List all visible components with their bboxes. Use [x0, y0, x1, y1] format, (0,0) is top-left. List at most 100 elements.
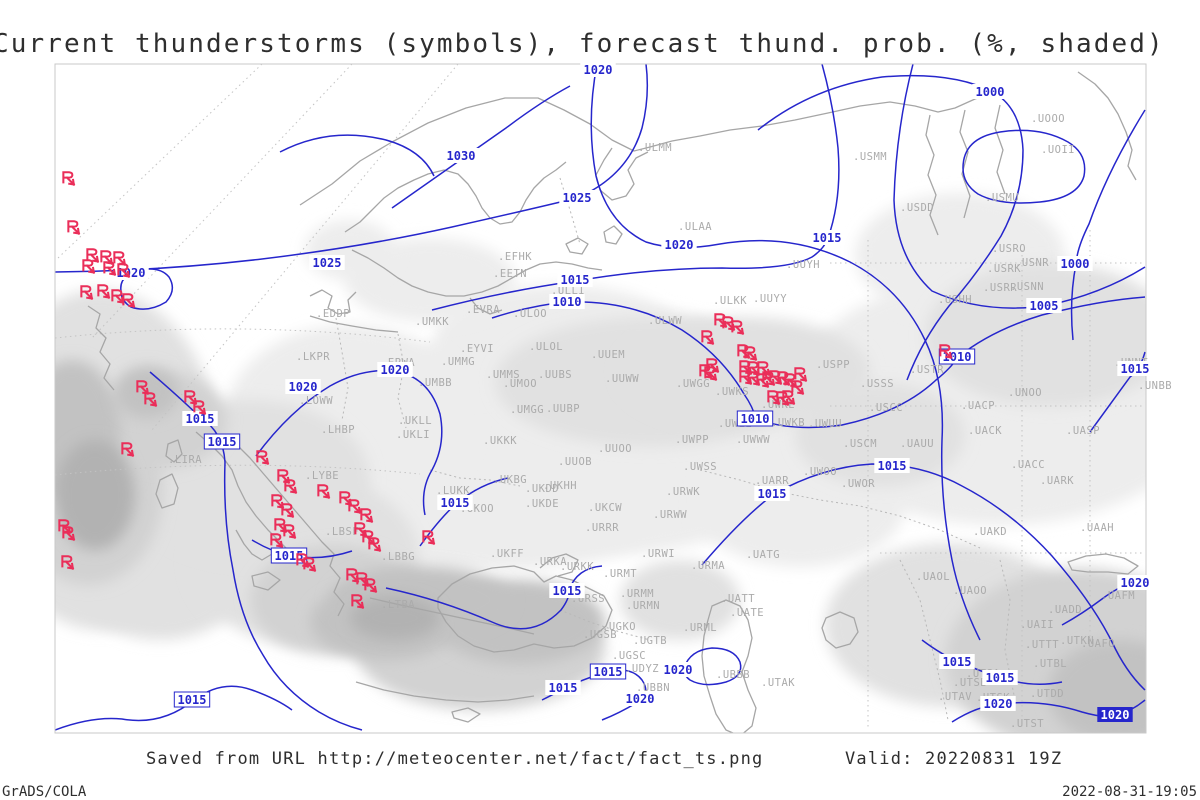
station-label: .EETN: [493, 268, 527, 280]
station-label: .UACC: [1011, 459, 1045, 471]
station-label: .ULOO: [513, 308, 547, 320]
station-label: .UWKB: [771, 417, 805, 429]
station-label: .USNR: [1015, 257, 1049, 269]
station-label: .USRO: [992, 243, 1026, 255]
station-label: .USMM: [853, 151, 887, 163]
country-borders: [335, 177, 1016, 721]
coastline: [959, 109, 971, 219]
station-label: .LBSF: [325, 526, 359, 538]
station-label: .UASP: [1066, 425, 1100, 437]
isobar-1015: [55, 685, 293, 731]
station-label: .UMMG: [441, 356, 475, 368]
isobar-label-box: [809, 230, 845, 245]
isobar-label: 1010: [741, 412, 770, 426]
station-label: .LBBG: [381, 551, 415, 563]
isobar-1020: [255, 369, 443, 516]
coastline: [649, 91, 996, 148]
station-label: .USHH: [938, 294, 972, 306]
thunderstorm-icon: [62, 171, 75, 186]
isobar-label: 1020: [1121, 576, 1150, 590]
isobar-1025: [55, 64, 649, 273]
station-label: .UAII: [1020, 619, 1054, 631]
isobar-label-box: [1026, 298, 1062, 313]
station-label: .USCM: [843, 438, 877, 450]
station-label: .UKCW: [588, 502, 622, 514]
station-label: .UKDE: [525, 498, 559, 510]
station-label: .UUWW: [605, 373, 639, 385]
graticule: [55, 64, 1145, 730]
coastline: [539, 553, 579, 577]
station-label: .UDYZ: [625, 663, 659, 675]
station-label: .USCC: [869, 402, 903, 414]
station-label: .ULKK: [713, 295, 747, 307]
isobar-label: 1015: [1121, 362, 1150, 376]
isobar-label: 1015: [441, 496, 470, 510]
isobar-label-box: [559, 190, 595, 205]
isobar-1000: [757, 74, 1024, 381]
isobar-1020: [590, 64, 981, 641]
isobar-1015: [921, 639, 1063, 685]
station-label: .UKLL: [398, 415, 432, 427]
isobar-label-box: [622, 691, 658, 706]
isobar-label: 1015: [275, 549, 304, 563]
coastline: [701, 599, 757, 733]
station-label: .UUEM: [591, 349, 625, 361]
caption-grads-cola: GrADS/COLA: [2, 784, 87, 800]
station-label: .UWPP: [675, 434, 709, 446]
coastline: [309, 289, 357, 315]
isobar-label-box: [938, 348, 976, 365]
isobar-label: 1015: [561, 273, 590, 287]
station-label: .UAUU: [900, 438, 934, 450]
coastline: [603, 225, 623, 245]
station-label: .UGSB: [583, 629, 617, 641]
station-label: .UAAH: [1080, 522, 1114, 534]
station-label: .USSS: [860, 378, 894, 390]
isobar-label-box: [377, 362, 413, 377]
station-label: .UARK: [1040, 475, 1074, 487]
coastline: [565, 237, 589, 255]
station-label: .UTDD: [1030, 688, 1064, 700]
station-label: .UUOB: [558, 456, 592, 468]
station-label: .UARR: [755, 475, 789, 487]
station-label: .URMT: [603, 568, 637, 580]
isobar-label-box: [285, 379, 321, 394]
station-label: .USRK: [987, 263, 1021, 275]
coastline: [355, 681, 535, 703]
caption-timestamp: 2022-08-31-19:05: [1062, 784, 1197, 800]
isobar-label-box: [549, 294, 585, 309]
station-label: .URMA: [691, 560, 725, 572]
station-label: .USNN: [1010, 281, 1044, 293]
station-label: .UOOO: [1031, 113, 1065, 125]
isobar-label: 1010: [553, 295, 582, 309]
coastline: [87, 305, 115, 391]
station-label: .UWOO: [803, 466, 837, 478]
station-label: .UUBS: [538, 369, 572, 381]
station-label: .UKLI: [396, 429, 430, 441]
isobar-label: 1025: [563, 191, 592, 205]
isobar-1015: [385, 565, 603, 630]
isobar-label: 1005: [1030, 299, 1059, 313]
station-label: .UADD: [1048, 604, 1082, 616]
isobar-label: 1015: [943, 655, 972, 669]
isobar-label-box: [557, 272, 593, 287]
graticule-line: [91, 64, 353, 339]
station-label: .UGKO: [602, 621, 636, 633]
isobar-label: 1015: [186, 412, 215, 426]
isobar-label-box: [545, 680, 581, 695]
isobar-label: 1015: [208, 435, 237, 449]
station-label: .UNOO: [1008, 387, 1042, 399]
map-clipped-layers: [55, 64, 1146, 733]
station-label: .LUKK: [436, 485, 470, 497]
coastline: [195, 431, 291, 561]
isobar-label: 1015: [178, 693, 207, 707]
coastline: [595, 147, 649, 201]
isobar-1010: [491, 296, 1146, 429]
isobar-label-box: [661, 237, 697, 252]
isobar-label-box: [736, 410, 774, 427]
isobar-label: 1015: [549, 681, 578, 695]
isobar-label-box: [980, 696, 1016, 711]
coastline: [994, 104, 1006, 195]
coastline: [299, 97, 651, 206]
station-label: .LTBA: [381, 599, 415, 611]
